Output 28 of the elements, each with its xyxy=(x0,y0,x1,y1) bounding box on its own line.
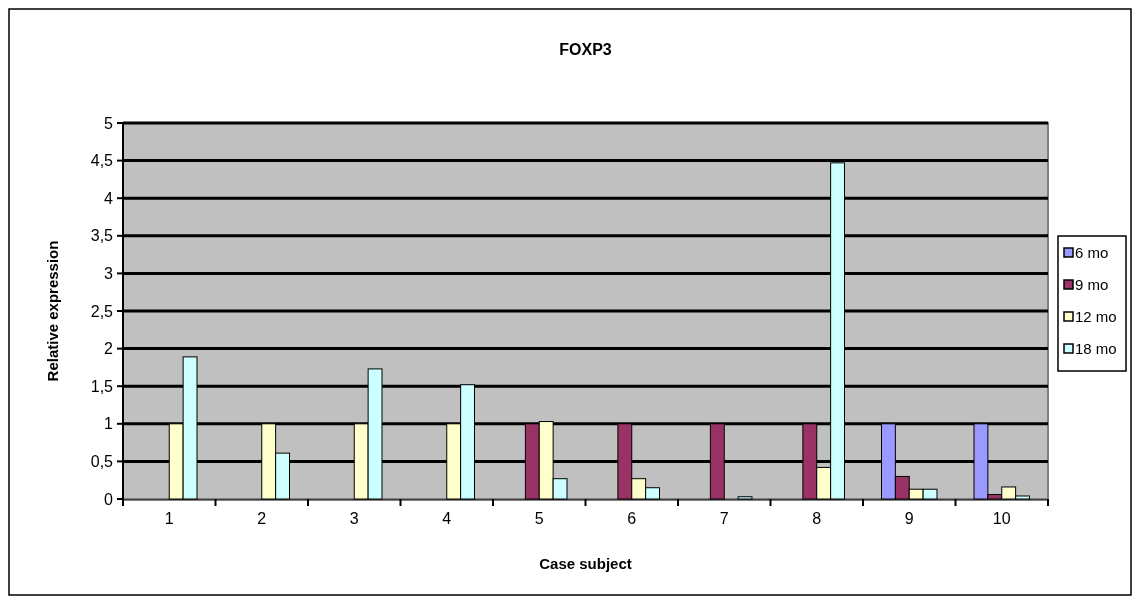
legend-label: 6 mo xyxy=(1075,244,1109,262)
x-axis-title: Case subject xyxy=(539,555,632,572)
y-tick-label: 2,5 xyxy=(90,302,114,320)
y-tick-label: 2 xyxy=(104,340,114,358)
y-tick-label: 4 xyxy=(104,189,114,207)
y-axis-title: Relative expression xyxy=(44,240,61,382)
x-tick-label: 8 xyxy=(812,510,822,527)
y-tick-label: 5 xyxy=(104,114,114,132)
x-tick-label: 7 xyxy=(719,510,729,527)
x-tick-label: 1 xyxy=(164,510,174,527)
x-tick-label: 4 xyxy=(442,510,452,527)
x-tick-label: 3 xyxy=(349,510,359,527)
x-tick-label: 10 xyxy=(992,510,1011,527)
x-tick-label: 9 xyxy=(904,510,914,527)
y-tick-label: 0 xyxy=(104,490,114,508)
legend-label: 12 mo xyxy=(1075,308,1117,326)
x-tick-label: 6 xyxy=(627,510,637,527)
y-tick-label: 1,5 xyxy=(90,377,114,395)
x-tick-label: 5 xyxy=(534,510,544,527)
y-tick-label: 1 xyxy=(104,415,114,433)
y-tick-label: 4,5 xyxy=(90,152,114,170)
legend-label: 18 mo xyxy=(1075,340,1117,358)
y-tick-label: 3,5 xyxy=(90,227,114,245)
y-tick-label: 3 xyxy=(104,265,114,282)
legend-label: 9 mo xyxy=(1075,276,1109,294)
chart-title: FOXP3 xyxy=(559,41,612,58)
x-tick-label: 2 xyxy=(257,510,267,527)
y-tick-label: 0,5 xyxy=(90,453,114,470)
